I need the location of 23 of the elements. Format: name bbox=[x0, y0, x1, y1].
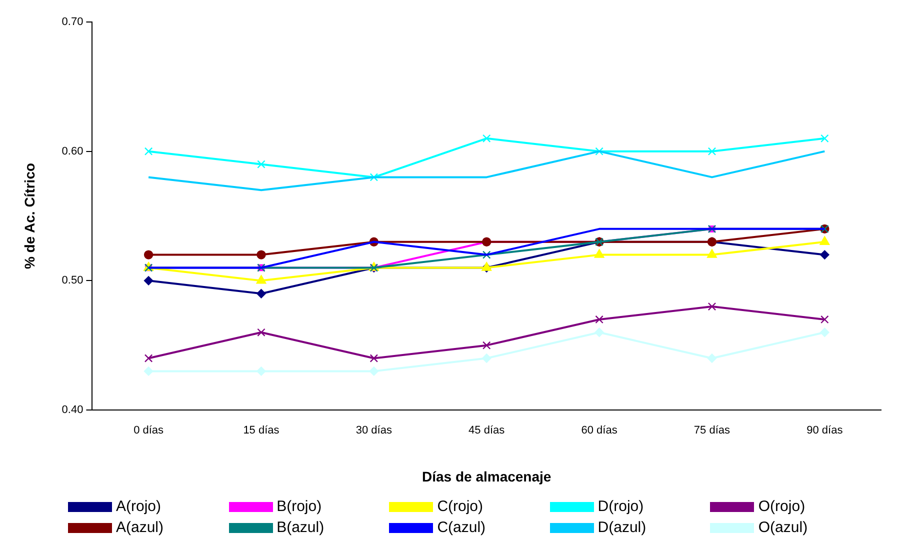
legend-label: B(rojo) bbox=[276, 498, 322, 515]
legend-label: O(azul) bbox=[758, 519, 808, 536]
legend-label: C(azul) bbox=[437, 519, 486, 536]
y-tick-label: 0.50 bbox=[62, 274, 84, 287]
x-tick-label: 15 días bbox=[243, 424, 280, 437]
legend-label: B(azul) bbox=[276, 519, 324, 536]
x-axis-title: Días de almacenaje bbox=[422, 468, 552, 484]
y-tick-label: 0.70 bbox=[62, 16, 84, 28]
y-axis-title: % de Ac. Cítrico bbox=[21, 162, 38, 270]
x-tick-label: 45 días bbox=[468, 424, 506, 437]
x-tick-label: 60 días bbox=[581, 424, 618, 437]
x-tick-label: 90 días bbox=[806, 424, 844, 437]
x-tick-label: 0 días bbox=[134, 424, 164, 437]
legend-label: A(rojo) bbox=[116, 498, 162, 515]
legend-label: C(rojo) bbox=[437, 498, 484, 515]
x-tick-label: 75 días bbox=[694, 424, 731, 437]
legend-label: D(rojo) bbox=[598, 498, 644, 515]
y-tick-label: 0.40 bbox=[62, 404, 84, 416]
legend-label: O(rojo) bbox=[758, 498, 806, 515]
x-tick-label: 30 días bbox=[356, 424, 392, 437]
legend-label: D(azul) bbox=[598, 519, 646, 536]
y-tick-label: 0.60 bbox=[62, 145, 84, 158]
legend-label: A(azul) bbox=[116, 519, 164, 536]
